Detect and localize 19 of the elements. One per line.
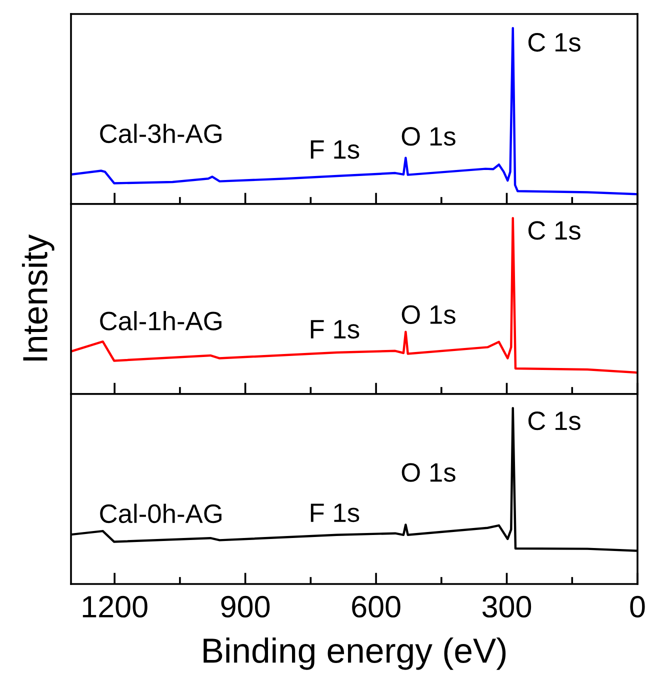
annotation: F 1s <box>310 320 360 339</box>
annotation: Cal-0h-AG <box>100 504 222 524</box>
x-tick-label: 600 <box>352 596 400 618</box>
annotation: O 1s <box>402 305 456 324</box>
annotation: F 1s <box>310 140 360 159</box>
annotation: C 1s <box>528 411 580 430</box>
annotation: F 1s <box>310 504 360 522</box>
x-tick-label: 900 <box>221 596 270 618</box>
x-tick-label: 300 <box>482 596 532 618</box>
annotation: C 1s <box>528 221 580 240</box>
annotation: Cal-1h-AG <box>100 311 222 330</box>
y-axis-title: Intensity <box>22 234 54 360</box>
x-tick-label: 1200 <box>82 596 148 618</box>
x-tick-label: 0 <box>630 596 645 618</box>
annotation: O 1s <box>402 127 456 146</box>
annotation: O 1s <box>402 463 456 482</box>
annotation: Cal-3h-AG <box>100 124 222 144</box>
annotation: C 1s <box>528 33 580 52</box>
x-axis-title: Binding energy (eV) <box>204 637 506 670</box>
